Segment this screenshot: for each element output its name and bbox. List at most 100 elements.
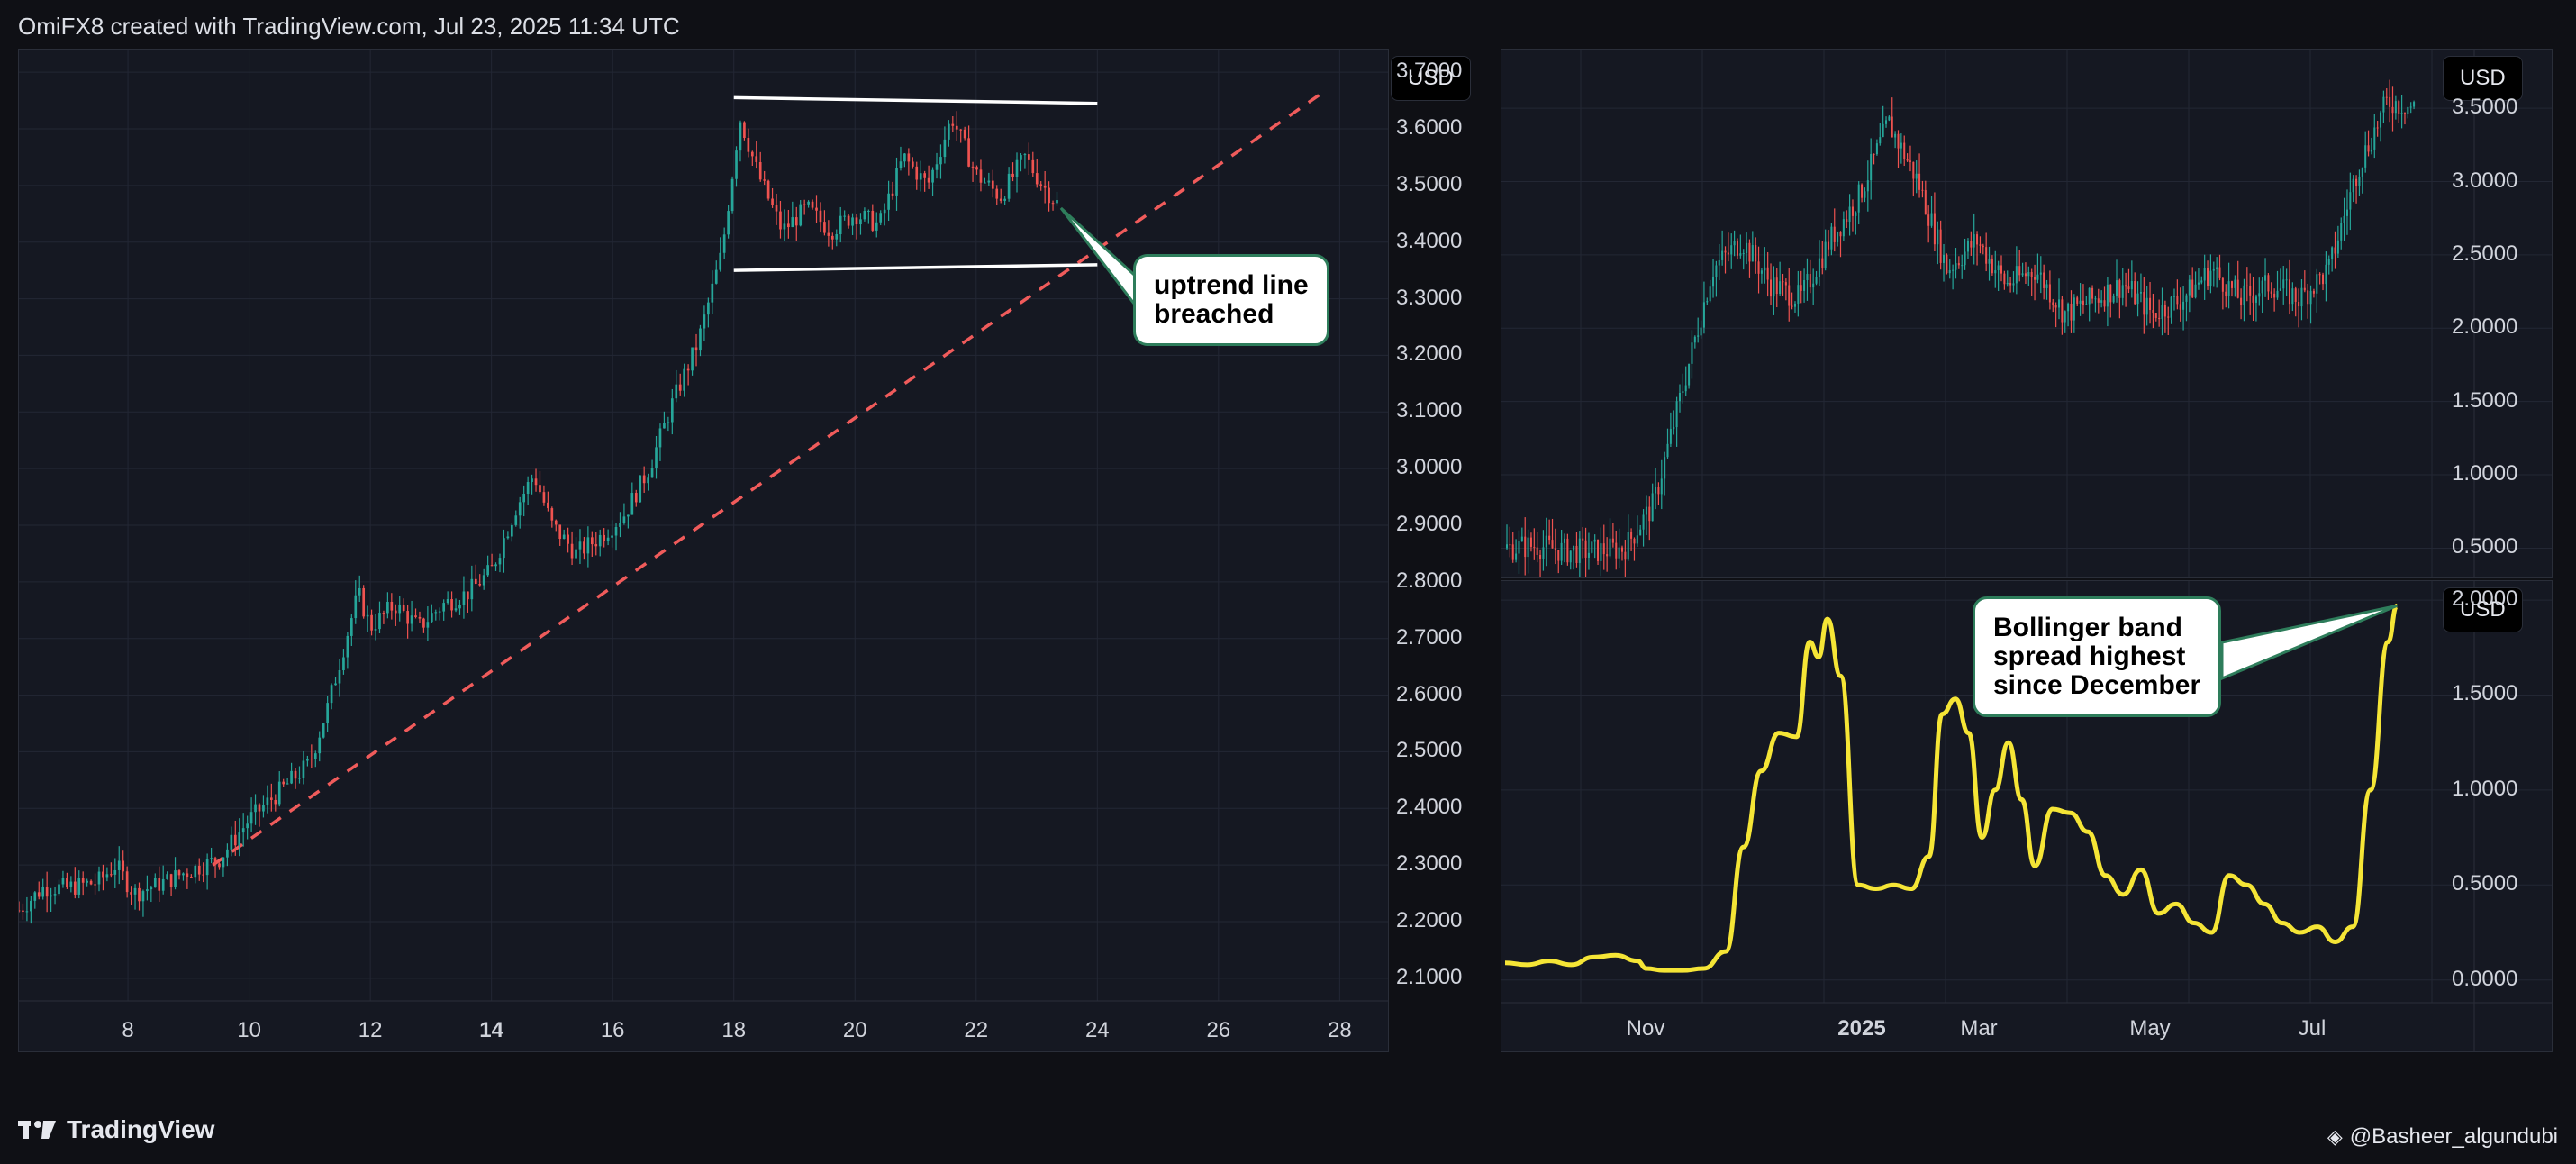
candle-body xyxy=(534,478,538,486)
tradingview-logo-icon xyxy=(18,1121,56,1139)
candle-body xyxy=(639,475,642,503)
candle-body xyxy=(766,180,770,199)
candle-body xyxy=(743,122,746,139)
candle-body xyxy=(2373,127,2376,150)
candle-body xyxy=(50,895,52,897)
x-tick-label: 8 xyxy=(122,1018,133,1042)
candle-body xyxy=(503,538,505,559)
candle-body xyxy=(2112,296,2115,303)
candle-body xyxy=(1797,285,1800,304)
candle-body xyxy=(794,217,798,226)
candle-body xyxy=(1912,161,1915,179)
candle-body xyxy=(2048,284,2051,303)
bollinger-bandwidth-chart[interactable]: Nov 2025 Mar May Jul xyxy=(1501,581,2552,1051)
candle-body xyxy=(2167,316,2170,318)
y-tick-label: 1.5000 xyxy=(2452,681,2518,706)
right-price-pane[interactable] xyxy=(1501,49,2553,579)
candle-body xyxy=(2355,178,2358,186)
candle-body xyxy=(1773,277,1775,297)
candle-body xyxy=(1870,153,1873,181)
right-price-chart[interactable] xyxy=(1501,50,2552,579)
candle-body xyxy=(1818,258,1820,277)
candle-body xyxy=(531,478,533,483)
candle-body xyxy=(2057,299,2061,308)
candle-body xyxy=(2361,167,2363,177)
candle-body xyxy=(1600,543,1602,561)
candle-body xyxy=(1864,191,1866,198)
candle-body xyxy=(2139,292,2142,294)
candle-body xyxy=(73,881,77,895)
candle-body xyxy=(791,217,794,228)
candle-body xyxy=(1518,541,1520,554)
candle-body xyxy=(1645,506,1647,515)
candle-body xyxy=(879,213,883,223)
candle-body xyxy=(1970,241,1973,248)
candle-body xyxy=(1918,173,1921,190)
candle-body xyxy=(943,139,947,158)
candle-body xyxy=(2240,297,2243,305)
candle-body xyxy=(1648,506,1651,522)
candle-body xyxy=(322,723,325,738)
candle-body xyxy=(2097,298,2100,303)
candle-body xyxy=(2134,281,2136,305)
candle-body xyxy=(146,889,149,892)
candle-body xyxy=(1584,540,1587,558)
candle-body xyxy=(2021,273,2024,276)
candle-body xyxy=(2264,275,2267,281)
candle-body xyxy=(1624,551,1627,560)
candle-body xyxy=(374,629,377,631)
candle-body xyxy=(1615,542,1618,559)
candle-body xyxy=(2039,272,2042,275)
candle-body xyxy=(1575,545,1578,563)
candle-body xyxy=(975,167,978,170)
candle-body xyxy=(1921,189,1924,191)
candle-body xyxy=(1885,120,1888,124)
candle-body xyxy=(578,541,582,550)
candle-body xyxy=(2273,293,2276,298)
candle-body xyxy=(117,860,121,870)
candle-body xyxy=(2127,286,2130,290)
candle-body xyxy=(948,123,950,140)
y-tick-label: 1.0000 xyxy=(2452,776,2518,801)
candle-body xyxy=(349,618,353,636)
candle-body xyxy=(138,887,141,902)
author-credit: ◈ @Basheer_algundubi xyxy=(2327,1124,2558,1150)
candle-body xyxy=(1736,240,1738,256)
candle-body xyxy=(2012,283,2015,286)
candle-body xyxy=(2118,280,2121,298)
candle-body xyxy=(1048,187,1050,204)
candle-body xyxy=(210,858,213,859)
candle-body xyxy=(863,211,866,220)
candle-body xyxy=(366,614,369,617)
candle-body xyxy=(89,880,93,885)
x-tick-label: Jul xyxy=(2299,1016,2327,1041)
candle-body xyxy=(2327,258,2330,265)
candle-body xyxy=(939,157,942,165)
candle-body xyxy=(1591,541,1593,553)
candle-body xyxy=(575,549,577,559)
left-currency-badge: USD xyxy=(1391,56,1471,101)
left-price-chart[interactable]: 8 10 12 14 16 18 20 22 24 26 28 xyxy=(17,50,1388,1051)
candle-body xyxy=(2312,290,2315,294)
candle-body xyxy=(691,347,694,371)
candle-body xyxy=(722,234,726,253)
candle-body xyxy=(562,534,566,540)
candle-body xyxy=(218,863,221,868)
candle-body xyxy=(895,168,898,196)
candle-body xyxy=(97,871,101,885)
candle-body xyxy=(558,524,562,540)
candle-body xyxy=(619,523,621,527)
candle-body xyxy=(169,874,173,887)
candle-body xyxy=(1742,253,1745,255)
candle-body xyxy=(2024,273,2027,277)
candle-body xyxy=(1770,279,1773,297)
left-price-pane[interactable]: 8 10 12 14 16 18 20 22 24 26 28 xyxy=(17,49,1389,1052)
candle-body xyxy=(2230,281,2233,288)
candle-body xyxy=(999,198,1002,201)
candle-body xyxy=(1602,543,1605,555)
candle-body xyxy=(1875,143,1878,155)
candle-body xyxy=(1706,301,1709,303)
candle-body xyxy=(510,524,513,537)
candle-body xyxy=(1693,336,1696,343)
candle-body xyxy=(2382,96,2385,113)
